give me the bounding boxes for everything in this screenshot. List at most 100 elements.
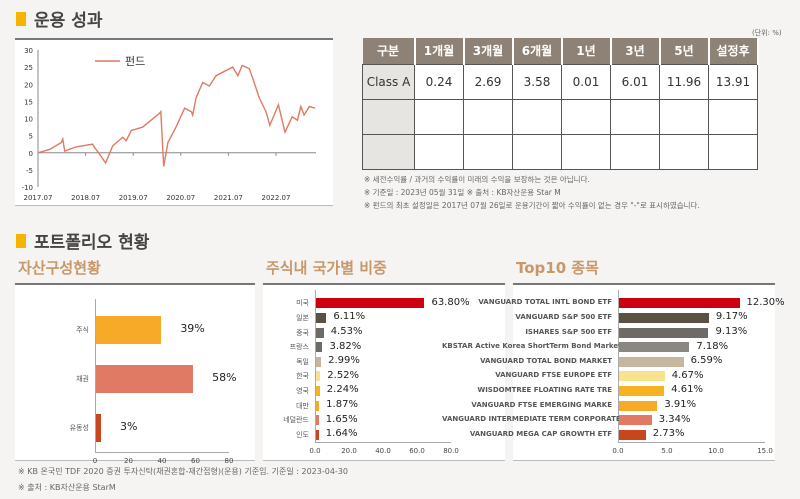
top10-holdings-chart: 0.0 5.0 10.0 15.0 VANGUARD TOTAL INTL BOND E… xyxy=(442,283,785,461)
table-row: Class A 0.24 2.69 3.58 0.01 6.01 11.96 13.91 xyxy=(362,63,758,100)
bar xyxy=(619,415,652,426)
category-label: 영국 xyxy=(296,386,309,395)
table-cell xyxy=(512,98,562,135)
table-cell xyxy=(362,133,415,170)
y-tick-label: 0 xyxy=(29,150,33,158)
y-tick-label: 10 xyxy=(24,116,33,124)
table-cell xyxy=(561,133,611,170)
line-chart-svg: 30 25 20 15 10 5 0 -5 -10 2017.07 2018.07 2019.07 20… xyxy=(22,47,316,202)
category-label: ISHARES S&P 500 ETF xyxy=(525,327,612,336)
table-row xyxy=(362,98,758,135)
table-cell xyxy=(659,133,709,170)
asset-subtitle: 자산구성현황 xyxy=(18,259,101,277)
note: ※ 세전수익률 / 과거의 수익률이 미래의 수익을 보장하는 것은 아닙니다. xyxy=(364,175,590,184)
x-tick-label: 2018.07 xyxy=(71,194,100,202)
value-label: 1.65% xyxy=(325,413,358,425)
performance-line-chart: 30 25 20 15 10 5 0 -5 -10 2017.07 2018.07 2019.07 20… xyxy=(15,38,333,206)
bar xyxy=(619,371,665,382)
value-label: 4.53% xyxy=(330,326,363,337)
x-tick-label: 0 xyxy=(92,457,98,465)
x-tick-label: 40 xyxy=(157,457,167,465)
category-label: 중국 xyxy=(296,328,309,337)
bar xyxy=(316,312,327,323)
bar xyxy=(316,429,319,440)
portfolio-footnotes: ※ KB 온국민 TDF 2020 증권 투자신탁(채권혼합-재간접형)(운용)… xyxy=(18,464,348,496)
asset-allocation-chart: 0 20 40 60 80 주식 39% 채권 58% 유동성 3% xyxy=(15,283,255,465)
x-tick-label: 40.0 xyxy=(375,447,391,455)
footnote: ※ 출처 : KB자산운용 StarM xyxy=(18,483,116,492)
value-label: 9.13% xyxy=(715,326,748,337)
x-tick-label: 20.0 xyxy=(341,447,357,455)
value-label: 2.73% xyxy=(652,428,685,440)
value-label: 6.11% xyxy=(333,311,366,323)
table-cell: 6.01 xyxy=(610,63,660,100)
category-label: 채권 xyxy=(76,374,89,383)
top10-subtitle: Top10 종목 xyxy=(516,259,599,277)
x-tick-label: 0.0 xyxy=(612,447,624,455)
performance-section-title: 운용 성과 xyxy=(16,6,102,31)
bar xyxy=(316,415,319,426)
table-header: 설정후 xyxy=(708,38,759,64)
bar xyxy=(619,429,646,440)
table-cell xyxy=(659,98,709,135)
bar xyxy=(316,400,320,411)
category-label: 네덜란드 xyxy=(283,416,309,425)
y-axis xyxy=(618,290,619,442)
x-tick-label: 2021.07 xyxy=(214,194,243,202)
category-label: 유동성 xyxy=(69,423,89,432)
x-tick-label: 80.0 xyxy=(443,447,459,455)
category-label: 대만 xyxy=(296,401,309,410)
x-tick-label: 2020.07 xyxy=(166,194,195,202)
y-tick-label: 5 xyxy=(29,133,33,141)
y-axis xyxy=(315,290,316,442)
category-label: KBSTAR Active Korea ShortTerm Bond Marke… xyxy=(442,342,659,351)
bar xyxy=(619,327,709,338)
table-cell xyxy=(708,98,758,135)
value-label: 1.87% xyxy=(326,399,358,410)
section-marker-icon xyxy=(16,11,26,26)
category-label: VANGUARD INTERMEDIATE TERM CORPORATE ETF xyxy=(442,415,638,424)
x-tick-label: 5.0 xyxy=(661,447,673,455)
bar xyxy=(619,298,740,309)
y-tick-label: -5 xyxy=(26,167,33,175)
country-subtitle: 주식내 국가별 비중 xyxy=(266,259,387,277)
bar xyxy=(316,298,425,309)
performance-title-text: 운용 성과 xyxy=(34,11,103,31)
performance-notes: ※ 세전수익률 / 과거의 수익률이 미래의 수익을 보장하는 것은 아닙니다.… xyxy=(364,173,700,212)
table-cell xyxy=(414,98,464,135)
table-cell xyxy=(610,98,660,135)
category-label: WISDOMTREE FLOATING RATE TRE xyxy=(477,385,612,394)
table-header: 1년 xyxy=(561,38,612,64)
y-tick-label: 15 xyxy=(24,98,33,106)
y-tick-label: -10 xyxy=(22,184,33,192)
x-tick-label: 2017.07 xyxy=(24,194,53,202)
value-label: 4.67% xyxy=(671,369,704,381)
table-cell: 13.91 xyxy=(708,63,758,100)
table-cell: 3.58 xyxy=(512,63,562,100)
table-cell xyxy=(362,98,415,135)
country-weight-chart: 0.0 20.0 40.0 60.0 80.0 미국 63.80% 일본 6.11% 중국 4.53… xyxy=(263,283,505,461)
note: ※ 기준일 : 2023년 05월 31일 ※ 출처 : KB자산운용 Star… xyxy=(364,188,561,197)
value-label: 2.52% xyxy=(327,369,360,381)
x-tick-label: 20 xyxy=(124,457,133,465)
y-tick-label: 30 xyxy=(24,47,33,55)
bar xyxy=(96,364,194,393)
value-label: 2.99% xyxy=(328,355,360,367)
x-tick-label: 80 xyxy=(224,457,234,465)
category-label: 일본 xyxy=(296,313,309,322)
value-label: 58% xyxy=(212,371,237,385)
fund-series-line xyxy=(37,64,316,167)
category-label: VANGUARD TOTAL INTL BOND ETF xyxy=(478,298,612,307)
category-label: 한국 xyxy=(296,372,309,381)
x-tick-label: 15.0 xyxy=(757,447,773,455)
table-cell: 0.24 xyxy=(414,63,464,100)
returns-table: 구분 1개월 3개월 6개월 1년 3년 5년 설정후 Class A 0.24 2.69 3.58… xyxy=(362,38,759,170)
y-tick-label: 25 xyxy=(24,64,33,72)
category-label: VANGUARD S&P 500 ETF xyxy=(515,312,612,321)
table-cell xyxy=(414,133,464,170)
table-header: 3년 xyxy=(610,38,661,64)
x-tick-label: 10.0 xyxy=(708,447,724,455)
table-cell: 2.69 xyxy=(463,63,513,100)
bar xyxy=(619,312,709,323)
portfolio-section-title: 포트폴리오 현황 xyxy=(16,228,149,253)
